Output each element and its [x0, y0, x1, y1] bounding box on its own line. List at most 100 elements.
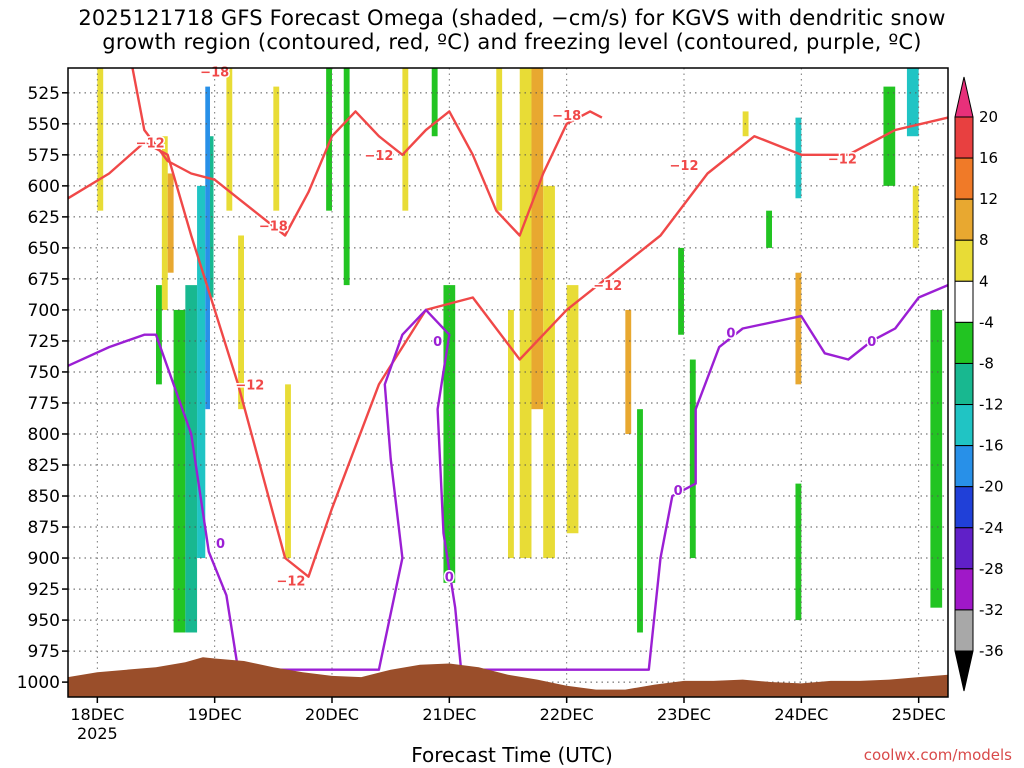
omega-cell-16 — [431, 68, 438, 137]
x-tick-label-21DEC: 21DEC — [422, 705, 476, 724]
y-tick-label-625: 625 — [28, 208, 60, 228]
freezing-level-0-label-3: 0 — [674, 484, 683, 499]
colorbar-bin--36--32 — [954, 609, 974, 652]
colorbar-bin--12--8 — [954, 362, 974, 406]
x-tick-label-18DEC: 18DEC — [70, 705, 124, 724]
colorbar-bin-16-20 — [954, 116, 974, 159]
dgz-top-minus18-line — [131, 67, 603, 237]
colorbar-bin--4-4 — [954, 280, 974, 323]
y-tick-label-600: 600 — [28, 177, 60, 197]
colorbar-arrow-top — [954, 76, 974, 118]
omega-cell-20 — [519, 68, 532, 559]
y-tick-label-900: 900 — [28, 549, 60, 569]
freezing-level-0-label-4: 0 — [726, 326, 735, 341]
dgz-bottom-minus12-line — [67, 116, 949, 578]
y-tick-label-575: 575 — [28, 146, 60, 166]
omega-cell-15 — [402, 68, 409, 211]
freezing-level-0-label-2: 0 — [445, 571, 454, 586]
y-tick-label-825: 825 — [28, 456, 60, 476]
x-axis-label: Forecast Time (UTC) — [411, 743, 613, 767]
colorbar-label--12: -12 — [979, 396, 1004, 414]
omega-cell-24 — [625, 309, 632, 434]
y-tick-label-525: 525 — [28, 84, 60, 104]
freezing-level-0-label-5: 0 — [867, 335, 876, 350]
omega-cell-30 — [795, 117, 802, 199]
x-tick-label-23DEC: 23DEC — [657, 705, 711, 724]
omega-cell-5 — [185, 285, 198, 633]
omega-cell-36 — [930, 309, 943, 608]
colorbar-bin-4-8 — [954, 239, 974, 282]
y-tick-label-775: 775 — [28, 394, 60, 414]
omega-cell-25 — [637, 409, 643, 633]
y-tick-label-550: 550 — [28, 115, 60, 135]
colorbar-bin-8-12 — [954, 198, 974, 241]
y-tick-label-975: 975 — [28, 642, 60, 662]
y-tick-label-675: 675 — [28, 270, 60, 290]
colorbar-arrow-bottom — [954, 650, 974, 692]
omega-shading — [97, 68, 943, 633]
colorbar-label-4: 4 — [979, 272, 989, 290]
dgz-bottom-minus12-label-4: −12 — [593, 279, 622, 294]
omega-cell-21 — [531, 68, 544, 410]
dgz-bottom-minus12-label-0: −12 — [136, 136, 165, 151]
omega-cell-34 — [906, 68, 919, 137]
omega-cell-31 — [795, 272, 802, 385]
omega-cell-13 — [326, 68, 332, 211]
omega-cell-18 — [496, 68, 503, 211]
omega-cell-17 — [443, 285, 456, 583]
omega-cell-27 — [689, 359, 696, 559]
omega-cell-3 — [156, 285, 162, 385]
omega-cell-26 — [678, 247, 684, 335]
omega-cell-19 — [508, 309, 514, 559]
y-tick-label-800: 800 — [28, 425, 60, 445]
colorbar-bin--32--28 — [954, 568, 974, 611]
colorbar-bin--28--24 — [954, 527, 974, 570]
omega-cell-12 — [285, 384, 291, 559]
gridlines — [68, 68, 948, 697]
terrain — [68, 657, 948, 697]
colorbar-label--32: -32 — [979, 601, 1004, 619]
colorbar-label--20: -20 — [979, 478, 1004, 496]
omega-cell-23 — [566, 285, 579, 534]
omega-cell-11 — [273, 86, 280, 211]
freezing-level-0-line — [67, 283, 949, 671]
colorbar-bin--24--20 — [954, 486, 974, 529]
colorbar-label--36: -36 — [979, 642, 1004, 660]
x-tick-label-22DEC: 22DEC — [540, 705, 594, 724]
dgz-top-minus18-label-2: −18 — [552, 109, 581, 124]
omega-cell-2 — [167, 173, 174, 273]
dgz-bottom-minus12-label-1: −12 — [235, 378, 264, 393]
colorbar-bin--16--12 — [954, 404, 974, 447]
colorbar-label-16: 16 — [979, 149, 998, 167]
y-tick-label-850: 850 — [28, 487, 60, 507]
colorbar-bin--8--4 — [954, 321, 974, 364]
omega-cell-0 — [97, 68, 104, 211]
colorbar-bin-12-16 — [954, 157, 974, 200]
x-tick-label-19DEC: 19DEC — [188, 705, 242, 724]
plot-frame — [67, 67, 949, 698]
omega-cell-7 — [205, 86, 210, 410]
x-tick-label-20DEC: 20DEC — [305, 705, 359, 724]
colorbar: 20 16 12 8 4 -4 -8 -12 -16 -20 -24 -28 -32 -36 — [954, 76, 1004, 692]
omega-cell-32 — [795, 483, 802, 621]
x-tick-label-25DEC: 25DEC — [892, 705, 946, 724]
colorbar-label--16: -16 — [979, 437, 1004, 455]
credit-link[interactable]: coolwx.com/models — [863, 746, 1012, 764]
omega-cell-14 — [343, 68, 350, 286]
dgz-bottom-minus12-label-3: −12 — [364, 149, 393, 164]
y-tick-label-1000: 1000 — [17, 673, 60, 693]
omega-cell-4 — [173, 309, 186, 633]
chart-title-line-2: growth region (contoured, red, ºC) and f… — [102, 30, 922, 54]
y-tick-label-875: 875 — [28, 518, 60, 538]
y-tick-label-925: 925 — [28, 580, 60, 600]
colorbar-label--24: -24 — [979, 519, 1004, 537]
omega-cell-29 — [766, 210, 772, 248]
dgz-bottom-minus12-label-5: −12 — [670, 159, 699, 174]
colorbar-label--4: -4 — [979, 313, 994, 331]
colorbar-label--8: -8 — [979, 354, 994, 372]
x-tick-label-24DEC: 24DEC — [774, 705, 828, 724]
omega-cell-1 — [161, 136, 168, 310]
y-tick-label-700: 700 — [28, 301, 60, 321]
chart-title-line-1: 2025121718 GFS Forecast Omega (shaded, −… — [78, 6, 946, 30]
